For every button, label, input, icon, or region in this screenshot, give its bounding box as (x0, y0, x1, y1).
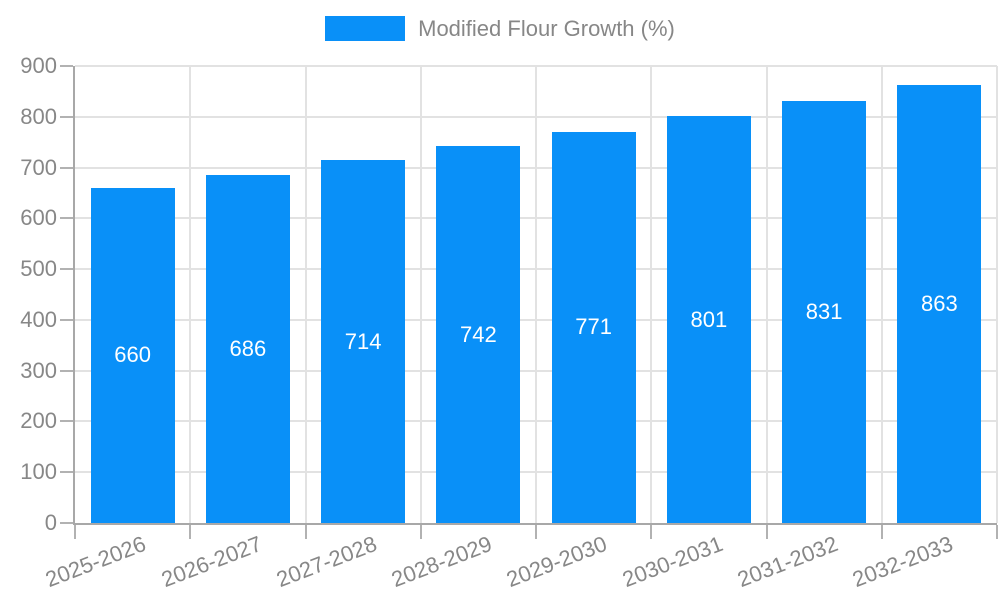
bar-value-label: 863 (921, 290, 958, 316)
y-axis-tick-label: 900 (20, 53, 57, 78)
x-axis-tick-label: 2027-2028 (272, 531, 381, 593)
legend-item[interactable]: Modified Flour Growth (%) (325, 16, 675, 41)
x-gridline (996, 66, 998, 523)
x-gridline (535, 66, 537, 523)
y-tick (60, 166, 73, 169)
y-axis-tick-label: 400 (20, 306, 57, 332)
y-axis-tick-label: 700 (20, 154, 57, 180)
x-tick (765, 525, 768, 539)
bar[interactable]: 801 (666, 116, 751, 523)
bar[interactable]: 660 (90, 187, 175, 523)
x-tick (304, 525, 307, 539)
x-gridline (650, 66, 653, 523)
plot-area: 0 100 200 300 400 500 600 700 800 900 660 2025-2026… (20, 53, 998, 592)
x-gridline (304, 66, 307, 523)
bar[interactable]: 771 (551, 131, 636, 523)
legend: Modified Flour Growth (%) (0, 16, 1000, 41)
y-axis-tick-label: 500 (20, 256, 57, 282)
x-tick (535, 525, 537, 539)
y-tick (60, 522, 73, 524)
x-gridline (880, 66, 883, 523)
bar[interactable]: 686 (205, 174, 290, 523)
bar-value-label: 831 (805, 299, 843, 325)
bar[interactable]: 742 (436, 146, 521, 523)
x-axis-tick-label: 2028-2029 (388, 531, 496, 593)
x-axis-tick-label: 2030-2031 (618, 531, 726, 593)
y-tick (60, 471, 73, 474)
y-tick (60, 115, 73, 118)
y-tick (60, 65, 73, 67)
x-tick (880, 525, 883, 539)
x-tick (419, 525, 422, 539)
x-tick (650, 525, 653, 539)
y-axis-tick-label: 200 (20, 408, 57, 434)
x-gridline (189, 66, 192, 523)
bar[interactable]: 863 (897, 84, 982, 523)
x-gridline (419, 66, 422, 523)
y-axis-tick-label: 600 (20, 205, 57, 231)
x-axis-tick-label: 2026-2027 (157, 531, 265, 593)
bar-value-label: 686 (229, 335, 267, 361)
x-axis-tick-label: 2029-2030 (503, 531, 611, 593)
bar-value-label: 801 (690, 306, 728, 332)
x-axis-tick-label: 2025-2026 (42, 531, 150, 593)
bar-value-label: 714 (344, 328, 382, 354)
x-tick (74, 525, 76, 539)
y-tick (60, 369, 73, 372)
bar[interactable]: 714 (321, 160, 406, 523)
y-tick (60, 318, 73, 321)
x-tick (189, 525, 192, 539)
y-tick (60, 217, 73, 220)
legend-label: Modified Flour Growth (%) (418, 16, 675, 41)
y-axis-tick-label: 0 (44, 510, 57, 535)
y-tick (60, 268, 73, 271)
x-gridline (765, 66, 768, 523)
bar[interactable]: 831 (782, 101, 867, 523)
y-tick (60, 420, 73, 423)
bar-value-label: 660 (114, 342, 151, 368)
y-axis-tick-label: 800 (20, 103, 57, 129)
x-axis-tick-label: 2032-2033 (849, 531, 957, 593)
y-axis-tick-label: 300 (20, 357, 57, 383)
x-tick (996, 525, 998, 539)
y-axis-tick-label: 100 (20, 459, 57, 485)
bar-value-label: 742 (460, 321, 497, 347)
x-axis-tick-label: 2031-2032 (733, 531, 842, 593)
legend-swatch (325, 16, 406, 41)
bar-value-label: 771 (575, 314, 612, 340)
